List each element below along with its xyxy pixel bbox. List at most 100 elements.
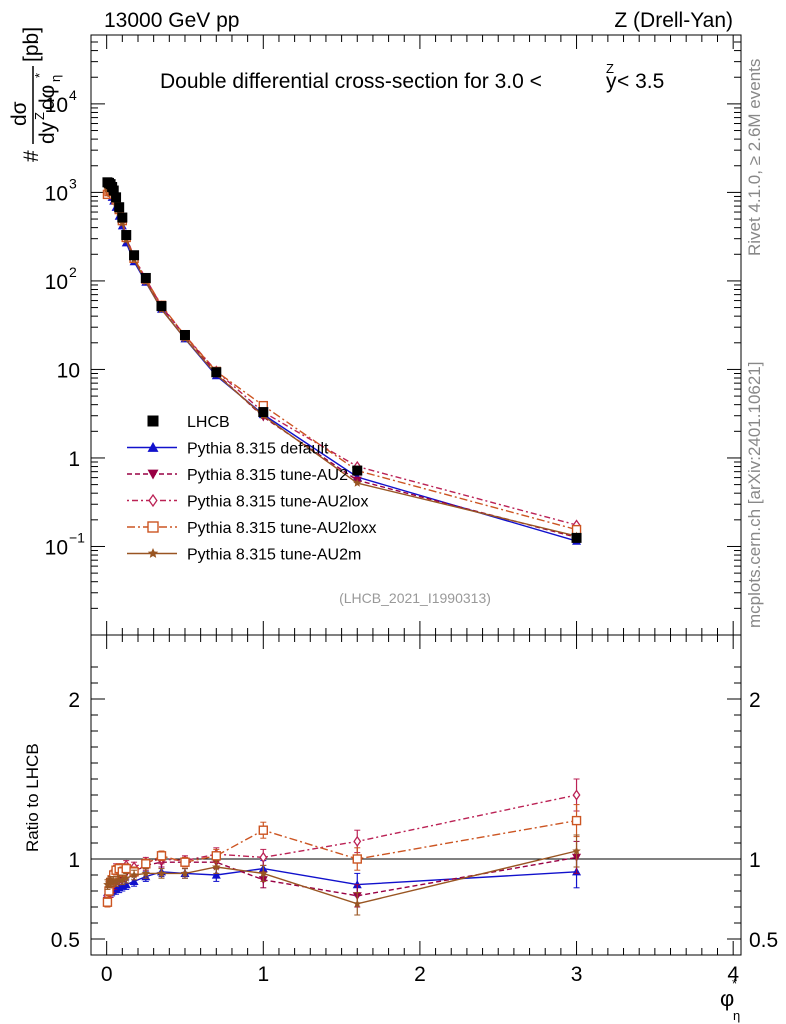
y-tick-label: 10 [57, 359, 80, 382]
ratio-tick-label-left: 0.5 [51, 929, 80, 952]
y-tick-base: 1 [68, 448, 80, 471]
ratio-panel-frame [90, 634, 742, 956]
ratio-point [129, 876, 139, 885]
data-lhcb [102, 177, 582, 543]
series-line [107, 192, 577, 538]
y-tick-base: 10 [45, 182, 68, 205]
y-axis-label: # dσ dy Z dφ * η [pb] [8, 27, 63, 162]
legend-label: Pythia 8.315 default [187, 441, 329, 458]
ratio-point [353, 899, 362, 908]
series-1 [102, 186, 582, 898]
rivet-label: Rivet 4.1.0, ≥ 2.6M events [745, 59, 764, 256]
legend-label: LHCB [187, 414, 230, 431]
x-label-main: φ [720, 986, 734, 1011]
ratio-line [106, 819, 577, 903]
ratio-point [141, 868, 151, 877]
legend-marker [147, 548, 159, 558]
ratio-point [122, 873, 131, 882]
data-point [258, 407, 269, 418]
ratio-line [106, 794, 577, 897]
mcplots-label: mcplots.cern.ch [arXiv:2401.10621] [745, 362, 764, 628]
y-label-numerator: dσ [8, 101, 31, 126]
y-label-den-sup: Z [32, 112, 47, 120]
y-label-unit: [pb] [20, 27, 43, 62]
series-point [353, 478, 362, 487]
y-label-star: * [32, 73, 47, 78]
ratio-point [102, 897, 113, 907]
series-line [107, 190, 577, 542]
legend-label: Pythia 8.315 tune-AU2lox [187, 494, 368, 511]
y-tick-label: 10 −1 [45, 529, 86, 559]
x-tick-label: 0 [101, 963, 113, 986]
ratio-point [211, 870, 221, 879]
ratio-y-label: Ratio to LHCB [23, 743, 42, 852]
legend-marker [147, 442, 159, 452]
data-point [211, 367, 222, 378]
data-point [121, 230, 132, 241]
ratio-point [259, 868, 268, 877]
data-point [117, 212, 128, 223]
title-prefix: Double differential cross-section for 3.… [160, 70, 542, 93]
y-tick-label: 1 [68, 448, 80, 471]
ratio-tick-label-right: 1 [749, 849, 761, 872]
data-point [111, 192, 122, 203]
energy-label: 13000 GeV pp [104, 9, 239, 32]
legend-entry: Pythia 8.315 default [127, 441, 329, 458]
ratio-point [572, 846, 581, 855]
ratio-point [212, 862, 221, 871]
ratio-point [121, 880, 131, 889]
ratio-point [352, 854, 362, 864]
data-point [114, 202, 125, 213]
series-layer [102, 177, 582, 916]
x-axis-label: φ * η [720, 976, 740, 1023]
y-label-den-b: dφ [36, 85, 59, 110]
y-tick-label: 10 3 [45, 175, 77, 205]
legend-entry: Pythia 8.315 tune-AU2lox [127, 494, 368, 511]
legend-marker [148, 493, 158, 508]
legend-marker [147, 469, 159, 480]
y-tick-base: 10 [45, 536, 68, 559]
series-3 [103, 186, 581, 902]
x-tick-label: 2 [414, 963, 426, 986]
title-var-sup: Z [606, 61, 614, 76]
ratio-point [259, 851, 268, 864]
y-tick-exponent: 4 [69, 87, 77, 103]
title-suffix: < 3.5 [617, 70, 664, 93]
analysis-watermark: (LHCB_2021_I1990313) [339, 590, 491, 606]
ratio-point [156, 851, 167, 861]
y-label-den-a: dy [36, 121, 59, 144]
title-var: y [606, 70, 617, 93]
data-point [156, 301, 167, 312]
y-tick-exponent: −1 [69, 529, 85, 545]
y-tick-base: 10 [45, 271, 68, 294]
y-label-den-sub: η [48, 75, 63, 82]
data-point [129, 250, 140, 261]
y-tick-base: 10 [45, 94, 68, 117]
ratio-point [157, 868, 166, 877]
ratio-point [121, 863, 131, 874]
ratio-point [571, 815, 582, 826]
legend-label: Pythia 8.315 tune-AU2 [187, 467, 348, 484]
data-point [179, 329, 190, 340]
ratio-point [180, 857, 190, 867]
x-tick-label: 4 [727, 963, 739, 986]
ratio-point [111, 876, 121, 885]
x-tick-label: 1 [257, 963, 269, 986]
legend-entry: Pythia 8.315 tune-AU2loxx [127, 520, 376, 537]
ratio-point [572, 789, 581, 801]
data-point [352, 465, 363, 476]
ratio-point [211, 851, 222, 861]
ratio-tick-label-left: 2 [68, 689, 80, 712]
series-line [107, 188, 577, 537]
legend-label: Pythia 8.315 tune-AU2m [187, 547, 361, 564]
legend-entry: LHCB [147, 414, 230, 431]
ratio-tick-label-left: 1 [68, 849, 80, 872]
ratio-point [353, 835, 362, 848]
ratio-point [118, 875, 127, 884]
ratio-line [106, 856, 577, 901]
y-tick-exponent: 2 [69, 264, 77, 280]
y-tick-base: 10 [57, 359, 80, 382]
y-tick-label: 10 4 [45, 87, 77, 117]
